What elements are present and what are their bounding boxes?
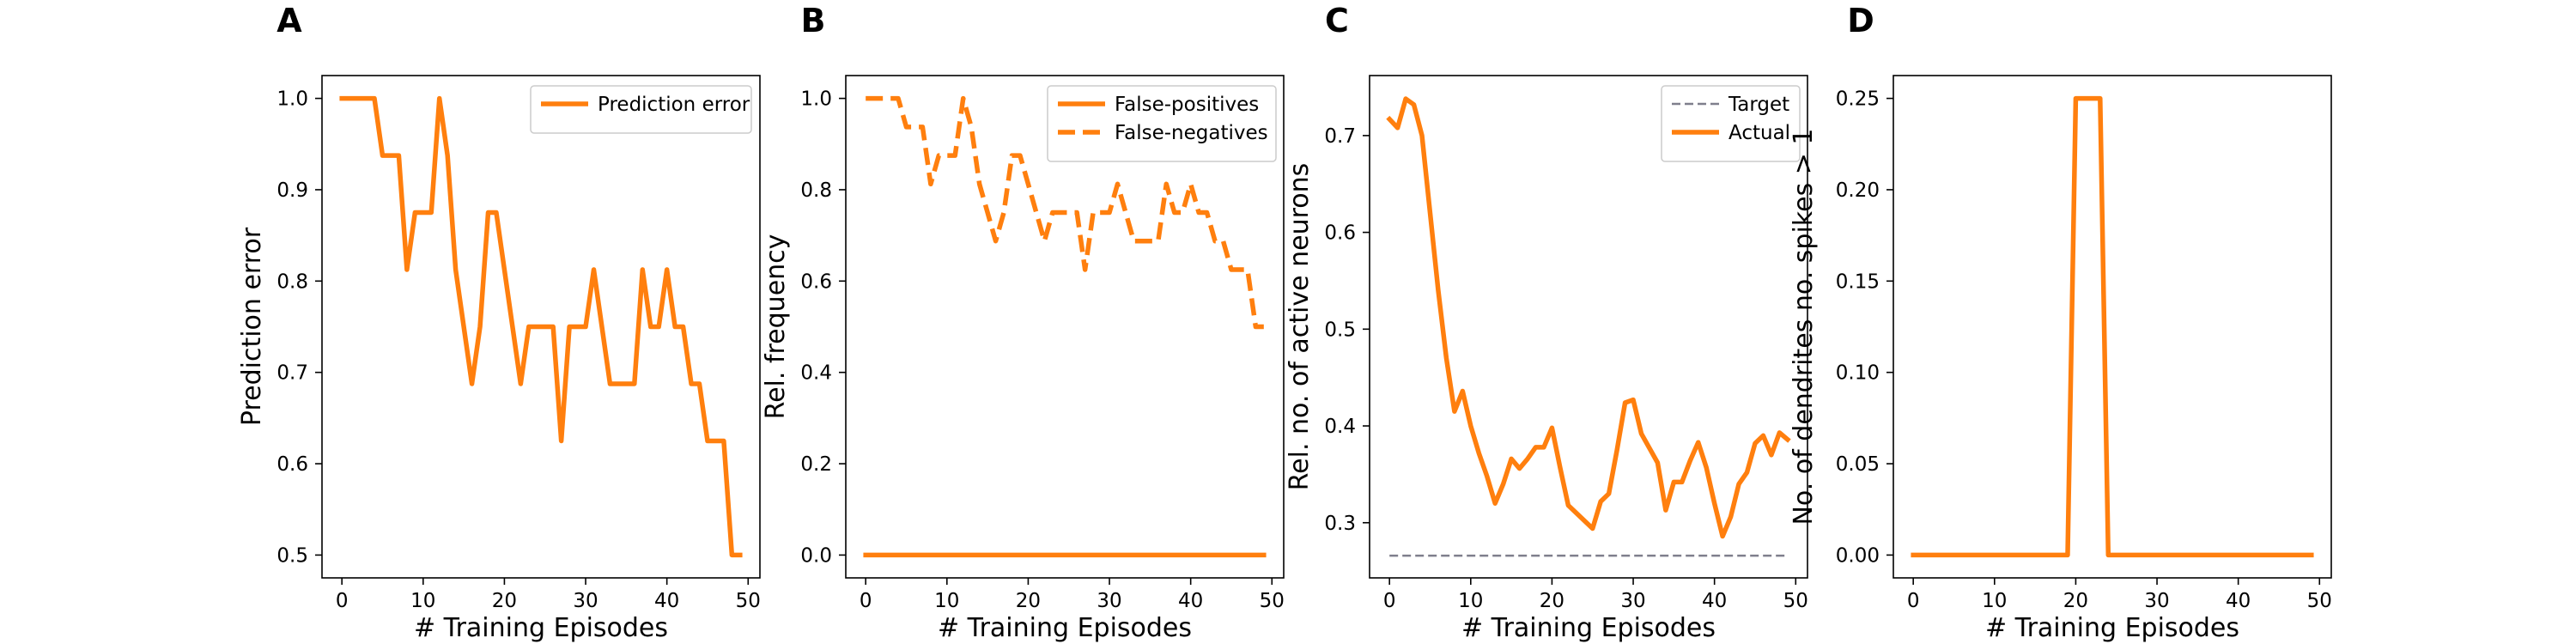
x-tick-label: 20 [1540,590,1564,612]
y-axis-label: Prediction error [237,227,267,426]
x-tick-label: 40 [2226,590,2251,612]
axes-frame [1893,75,2332,579]
legend-label: False-negatives [1115,122,1268,144]
y-tick-label: 0.10 [1836,362,1880,385]
legend-label: Target [1728,94,1789,116]
y-tick-label: 0.6 [800,270,832,293]
y-tick-label: 0.20 [1836,179,1880,202]
legend: Target Actual [1661,85,1801,162]
y-tick-label: 0.00 [1836,544,1880,567]
axes-frame [845,75,1285,579]
x-tick-label: 50 [2307,590,2332,612]
legend: Prediction error [530,85,752,134]
legend-label: Actual [1728,122,1790,144]
y-tick-label: 0.3 [1324,513,1356,535]
x-tick-label: 30 [2144,590,2169,612]
panel-d: D 0 10 20 30 40 50 0.00 0.05 0.10 0.15 0.20 0.25 # Tr… [1789,2,2332,643]
axes-frame [1369,75,1808,579]
panel-letter: B [801,2,826,39]
y-tick-label: 0.8 [276,270,308,293]
y-tick-label: 0.9 [276,179,308,202]
x-axis-label: # Training Episodes [938,613,1192,643]
x-tick-label: 40 [1178,590,1203,612]
x-tick-label: 40 [1702,590,1727,612]
y-tick-label: 0.15 [1836,270,1880,293]
x-tick-label: 30 [1097,590,1121,612]
y-tick-label: 0.0 [800,544,832,567]
x-tick-label: 50 [736,590,761,612]
y-tick-label: 0.5 [1324,319,1356,341]
x-tick-label: 0 [1907,590,1920,612]
x-tick-label: 40 [654,590,679,612]
x-tick-label: 20 [1016,590,1041,612]
legend-label: Prediction error [598,94,750,116]
x-tick-label: 0 [1383,590,1396,612]
y-tick-label: 0.05 [1836,453,1880,476]
legend-box [1661,85,1801,162]
x-axis-label: # Training Episodes [1461,613,1716,643]
y-tick-label: 0.4 [800,362,832,385]
y-tick-label: 0.6 [276,453,308,476]
legend-label: False-positives [1115,94,1259,116]
x-tick-label: 20 [2063,590,2088,612]
y-tick-label: 0.6 [1324,222,1356,245]
panel-letter: A [276,2,302,39]
panel-b: B 0 10 20 30 40 50 0.0 0.2 0.4 0.6 0.8 1.0 # Training… [761,2,1285,643]
series-line-prediction-error [339,95,743,558]
panel-a: A 0 10 20 30 40 50 0.5 0.6 0.7 0.8 0.9 1.0 # Training… [237,2,761,643]
x-tick-label: 20 [492,590,517,612]
x-tick-label: 50 [1260,590,1285,612]
x-axis-label: # Training Episodes [1985,613,2239,643]
series-line-actual [1386,96,1791,539]
y-tick-label: 0.7 [1324,125,1356,148]
y-tick-label: 0.8 [800,179,832,202]
y-tick-label: 0.2 [800,453,832,476]
x-tick-label: 50 [1783,590,1808,612]
y-axis-label: No. of dendrites no. spikes > 1 [1789,128,1819,525]
x-tick-label: 0 [860,590,872,612]
panel-letter: D [1847,2,1874,39]
y-tick-label: 0.5 [276,544,308,567]
y-tick-label: 0.4 [1324,416,1356,438]
x-tick-label: 30 [1620,590,1645,612]
x-tick-label: 10 [410,590,435,612]
legend: False-positives False-negatives [1047,85,1277,162]
x-tick-label: 10 [934,590,959,612]
legend-box [530,85,752,134]
y-axis-label: Rel. frequency [761,234,791,420]
x-axis-label: # Training Episodes [414,613,668,643]
panel-letter: C [1325,2,1349,39]
x-tick-label: 0 [336,590,349,612]
x-tick-label: 10 [1458,590,1483,612]
axes-frame [321,75,761,579]
y-tick-label: 0.25 [1836,88,1880,111]
y-tick-label: 0.7 [276,362,308,385]
y-tick-label: 1.0 [800,88,832,111]
y-axis-label: Rel. no. of active neurons [1285,163,1315,491]
x-tick-label: 10 [1982,590,2007,612]
panel-c: C 0 10 20 30 40 50 0.3 0.4 0.5 0.6 0.7 # Training Ep… [1285,2,1808,643]
series-line-data [1911,95,2314,558]
series-line-false-negatives [866,95,1264,330]
x-tick-label: 30 [573,590,598,612]
y-tick-label: 1.0 [276,88,308,111]
